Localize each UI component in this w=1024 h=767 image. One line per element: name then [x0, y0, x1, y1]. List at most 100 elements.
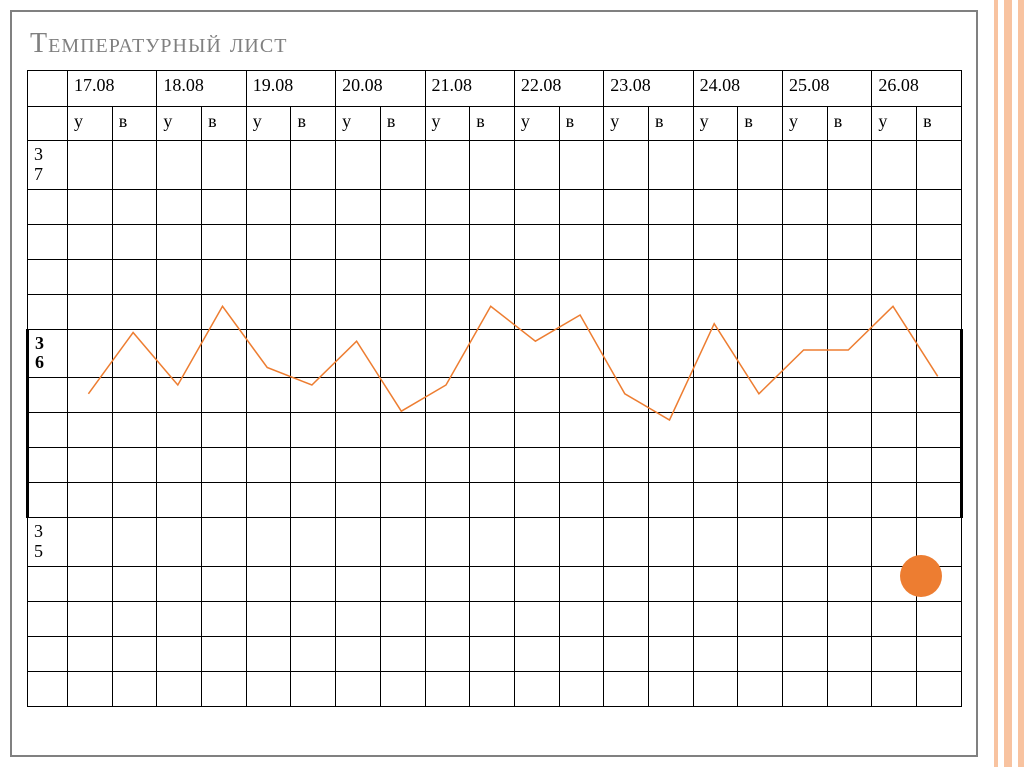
grid-cell	[604, 448, 649, 483]
grid-cell	[68, 294, 113, 329]
grid-cell	[917, 329, 962, 378]
grid-cell	[291, 518, 336, 567]
grid-cell	[425, 518, 470, 567]
grid-cell	[917, 378, 962, 413]
grid-cell	[648, 566, 693, 601]
grid-cell	[559, 601, 604, 636]
grid-cell	[112, 259, 157, 294]
grid-cell	[425, 566, 470, 601]
grid-cell	[604, 636, 649, 671]
grid-cell	[336, 378, 381, 413]
grid-cell	[157, 378, 202, 413]
grid-cell	[425, 448, 470, 483]
uv-header: в	[291, 107, 336, 141]
grid-cell	[738, 141, 783, 190]
uv-header: у	[246, 107, 291, 141]
date-header: 18.08	[157, 71, 246, 107]
grid-cell	[470, 378, 515, 413]
grid-cell	[380, 483, 425, 518]
grid-cell	[648, 601, 693, 636]
grid-cell	[246, 294, 291, 329]
grid-cell	[28, 378, 68, 413]
grid-cell	[336, 566, 381, 601]
grid-cell	[827, 189, 872, 224]
grid-cell	[380, 413, 425, 448]
grid-cell	[559, 259, 604, 294]
grid-cell	[291, 224, 336, 259]
grid-cell	[648, 378, 693, 413]
grid-cell	[157, 448, 202, 483]
uv-header: у	[336, 107, 381, 141]
grid-cell	[872, 413, 917, 448]
grid-cell	[336, 329, 381, 378]
grid-cell	[28, 413, 68, 448]
grid-cell	[827, 518, 872, 567]
grid-cell	[827, 566, 872, 601]
grid-cell	[693, 259, 738, 294]
grid-cell	[693, 448, 738, 483]
grid-cell	[157, 483, 202, 518]
page-title: Температурный лист	[30, 28, 962, 60]
grid-cell	[693, 224, 738, 259]
grid-cell	[291, 671, 336, 706]
grid-cell	[112, 378, 157, 413]
grid-cell	[827, 636, 872, 671]
grid-cell	[559, 294, 604, 329]
grid-cell	[514, 636, 559, 671]
grid-cell	[738, 259, 783, 294]
grid-cell	[202, 259, 247, 294]
grid-cell	[336, 294, 381, 329]
grid-cell	[648, 483, 693, 518]
grid-cell	[783, 378, 828, 413]
grid-cell	[604, 518, 649, 567]
grid-cell	[470, 566, 515, 601]
grid-cell	[872, 294, 917, 329]
grid-cell	[68, 636, 113, 671]
grid-cell	[783, 518, 828, 567]
grid-cell	[28, 636, 68, 671]
grid-cell	[738, 518, 783, 567]
grid-cell	[738, 636, 783, 671]
grid-cell	[246, 141, 291, 190]
date-header: 23.08	[604, 71, 693, 107]
grid-cell	[112, 566, 157, 601]
grid-cell	[380, 448, 425, 483]
grid-cell	[917, 601, 962, 636]
grid-cell	[738, 566, 783, 601]
grid-cell	[514, 224, 559, 259]
grid-cell	[425, 294, 470, 329]
grid-cell	[559, 329, 604, 378]
grid-cell	[202, 483, 247, 518]
grid-cell	[470, 329, 515, 378]
grid-cell	[783, 141, 828, 190]
grid-cell	[380, 259, 425, 294]
date-header: 24.08	[693, 71, 782, 107]
grid-cell	[28, 671, 68, 706]
grid-cell	[425, 329, 470, 378]
grid-cell	[514, 483, 559, 518]
grid-cell	[783, 413, 828, 448]
grid-cell	[827, 141, 872, 190]
grid-cell	[202, 671, 247, 706]
grid-cell	[28, 483, 68, 518]
grid-cell	[693, 566, 738, 601]
grid-cell	[917, 141, 962, 190]
grid-cell	[336, 448, 381, 483]
grid-cell	[112, 294, 157, 329]
grid-cell	[470, 601, 515, 636]
grid-cell	[827, 259, 872, 294]
grid-cell	[917, 483, 962, 518]
grid-cell	[559, 448, 604, 483]
grid-cell	[291, 636, 336, 671]
grid-cell	[783, 636, 828, 671]
grid-cell	[202, 224, 247, 259]
uv-header: у	[604, 107, 649, 141]
grid-cell	[112, 329, 157, 378]
grid-cell	[246, 601, 291, 636]
grid-cell	[559, 518, 604, 567]
grid-cell	[604, 294, 649, 329]
grid-cell	[291, 378, 336, 413]
grid-cell	[693, 601, 738, 636]
grid-cell	[783, 189, 828, 224]
grid-cell	[604, 141, 649, 190]
